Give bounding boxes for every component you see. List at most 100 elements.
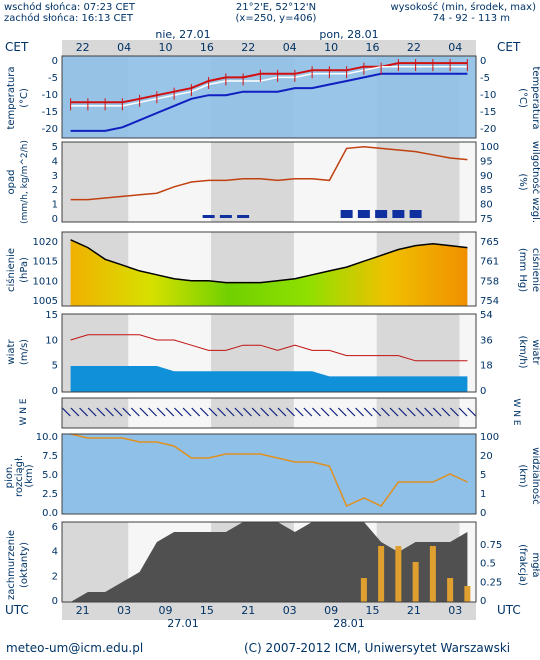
bottom-hour-strip	[62, 602, 476, 620]
panel-border	[61, 231, 477, 307]
humidity-tick: 80	[480, 200, 493, 211]
wind-tick-kmh: 18	[480, 361, 493, 372]
wind-arrow	[96, 407, 106, 417]
fog-bar	[429, 546, 436, 602]
wind-tick-ms: 10	[45, 335, 58, 346]
top-day1-label: nie, 27.01	[155, 28, 210, 41]
precip-tick: 0	[52, 214, 58, 225]
wind-arrow	[268, 407, 278, 417]
wind-arrow	[415, 407, 425, 417]
wind-arrow	[320, 407, 330, 417]
temp-mean-line	[70, 65, 468, 107]
cover-tick: 4	[52, 547, 58, 558]
precip-tick: 1	[52, 200, 58, 211]
winddir-label-left: W N E	[19, 398, 29, 425]
wind-tick-kmh: 54	[480, 310, 493, 321]
footer-email[interactable]: meteo-um@icm.edu.pl	[6, 641, 143, 655]
bottom-hour-label: 21	[407, 604, 421, 617]
temp-tick-left: 0	[52, 56, 58, 67]
top-hour-label: 04	[117, 41, 131, 54]
precip-bar	[409, 210, 422, 218]
wind-arrow	[450, 407, 459, 417]
precip-tick: 3	[52, 171, 58, 182]
cover-tick: 6	[52, 522, 58, 533]
clouds-tick: 10.0	[36, 432, 58, 443]
bottom-day1-label: 27.01	[167, 617, 199, 630]
bottom-hour-label: 15	[200, 604, 214, 617]
wind-arrow	[234, 407, 244, 417]
footer-copyright: (C) 2007-2012 ICM, Uniwersytet Warszawsk…	[244, 641, 510, 655]
wind-arrow	[467, 407, 477, 417]
elevation-label: wysokość (min, środek, max)	[390, 1, 536, 13]
wind-arrow	[277, 407, 287, 417]
pressure-unit-left: (hPa)	[19, 257, 30, 283]
wind-arrow	[225, 407, 235, 417]
wind-tick-ms: 5	[52, 361, 58, 372]
panel-border	[61, 521, 477, 603]
clouds-ylabel-left2: rozciągł.	[14, 455, 25, 497]
bottom-day2-label: 28.01	[333, 617, 365, 630]
coords-text: 21°2'E, 52°12'N	[236, 2, 316, 13]
wind-arrow	[303, 407, 313, 417]
precip-tick: 2	[52, 185, 58, 196]
pressure-tick-mmhg: 758	[480, 276, 499, 287]
wind-arrow	[363, 407, 373, 417]
clouds-tick: 2.5	[42, 489, 58, 500]
wind-arrow	[182, 407, 192, 417]
wind-arrow	[355, 407, 364, 417]
temp-tick-left: -20	[42, 124, 58, 135]
tick-labels: 0-5-10-15-200-5-10-15-205432101009590858…	[33, 56, 503, 607]
cover-unit-left: (oktanty)	[19, 542, 30, 588]
wind-area	[70, 366, 468, 392]
wind-arrow	[208, 407, 218, 417]
top-hour-label: 04	[448, 41, 462, 54]
fog-bar	[378, 546, 385, 602]
night-band	[376, 142, 460, 222]
pressure-tick-hpa: 1015	[33, 257, 58, 268]
top-hour-label: 16	[366, 41, 380, 54]
fog-ylabel-right: mgła	[530, 552, 540, 577]
bottom-hour-label: 09	[324, 604, 338, 617]
precip-bar	[219, 215, 232, 218]
wind-ylabel-left: wiatr	[6, 339, 17, 365]
top-hour-label: 16	[200, 41, 214, 54]
pressure-ylabel-right: ciśnienie	[530, 248, 540, 292]
wind-arrow	[398, 407, 408, 417]
bottom-timezone-right: UTC	[497, 603, 521, 617]
clouds-tick: 0.0	[42, 508, 58, 519]
cover-ylabel-left: zachmurzenie	[6, 530, 17, 600]
temp-tick-right: -15	[480, 107, 496, 118]
wind-arrow	[251, 407, 261, 417]
wind-arrow	[122, 407, 132, 417]
sunrise-text: wschód słońca: 07:23 CET	[4, 1, 136, 13]
pressure-tick-hpa: 1005	[33, 296, 58, 307]
wind-arrow	[432, 407, 442, 417]
humidity-tick: 95	[480, 156, 493, 167]
night-band	[211, 142, 294, 222]
bottom-hour-label: 15	[366, 604, 380, 617]
top-timezone-left: CET	[5, 40, 29, 54]
pressure-ylabel-left: ciśnienie	[5, 248, 17, 292]
wind-arrow	[312, 407, 321, 417]
sunset-text: zachód słońca: 16:13 CET	[4, 12, 134, 24]
panel-border	[61, 397, 477, 429]
cover-tick: 0	[52, 596, 58, 607]
wind-arrow	[329, 407, 339, 417]
humidity-ylabel-right: wilgotność wzgl.	[530, 141, 540, 223]
wind-arrow	[105, 407, 114, 417]
wind-unit-left: (m/s)	[19, 339, 30, 365]
precip-bar	[392, 210, 405, 218]
bottom-hour-label: 03	[448, 604, 462, 617]
temperature-unit-left: (°C)	[19, 88, 30, 108]
panels	[61, 55, 477, 603]
temp-dew-line	[70, 72, 468, 132]
top-hour-label: 22	[407, 41, 421, 54]
fog-tick: 0	[480, 596, 486, 607]
wind-tick-ms: 0	[52, 386, 58, 397]
wind-unit-right: (km/h)	[517, 335, 528, 368]
precip-bar	[340, 210, 353, 218]
clouds-ylabel-left1: pion.	[4, 464, 15, 489]
top-timezone-right: CET	[497, 40, 521, 54]
bottom-hour-label: 09	[159, 604, 173, 617]
